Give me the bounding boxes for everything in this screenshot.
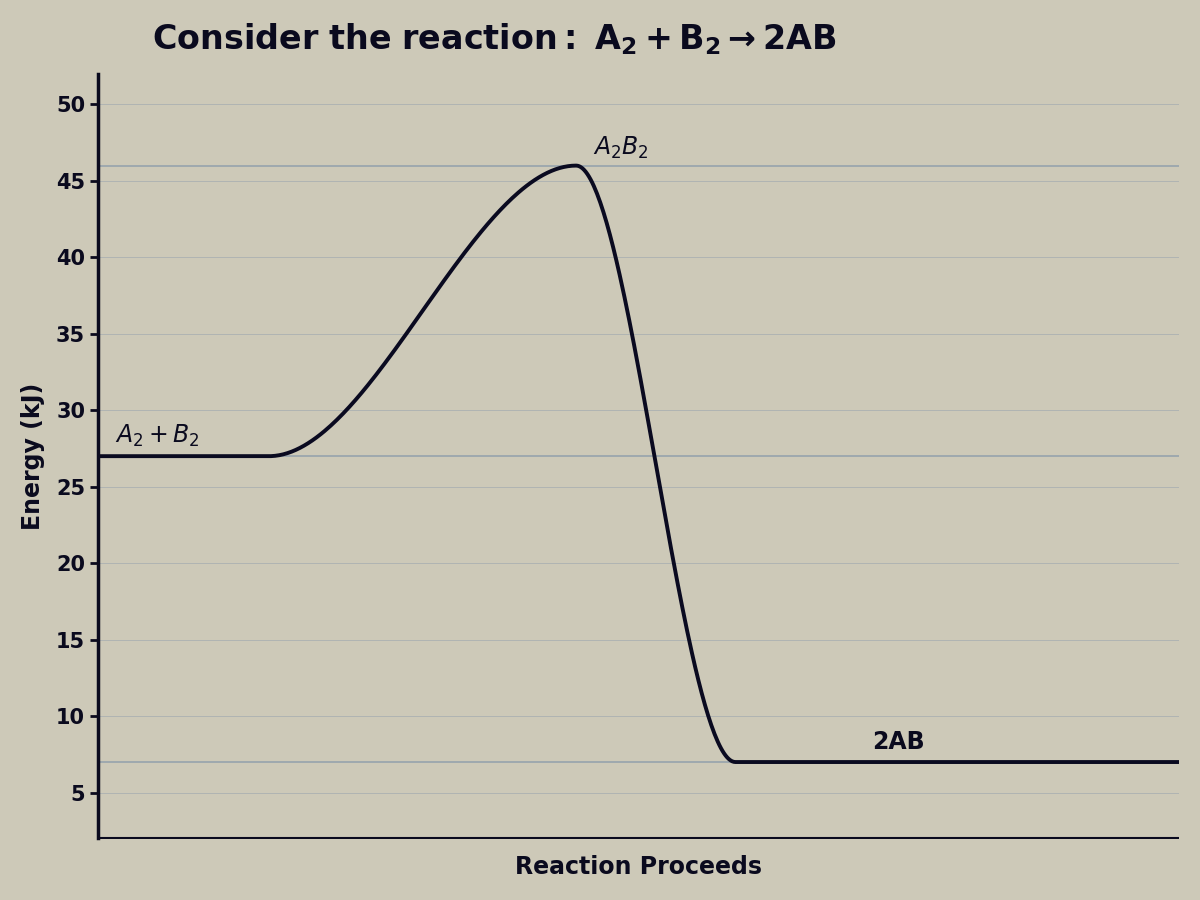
Text: 2AB: 2AB — [872, 731, 924, 754]
Text: $\mathbf{Consider\ the\ reaction:\ A_2 + B_2 \rightarrow 2AB}$: $\mathbf{Consider\ the\ reaction:\ A_2 +… — [152, 21, 836, 57]
Text: $A_2 + B_2$: $A_2 + B_2$ — [115, 422, 200, 448]
Text: $A_2B_2$: $A_2B_2$ — [593, 135, 649, 161]
Y-axis label: Energy (kJ): Energy (kJ) — [20, 382, 44, 530]
X-axis label: Reaction Proceeds: Reaction Proceeds — [515, 855, 762, 879]
